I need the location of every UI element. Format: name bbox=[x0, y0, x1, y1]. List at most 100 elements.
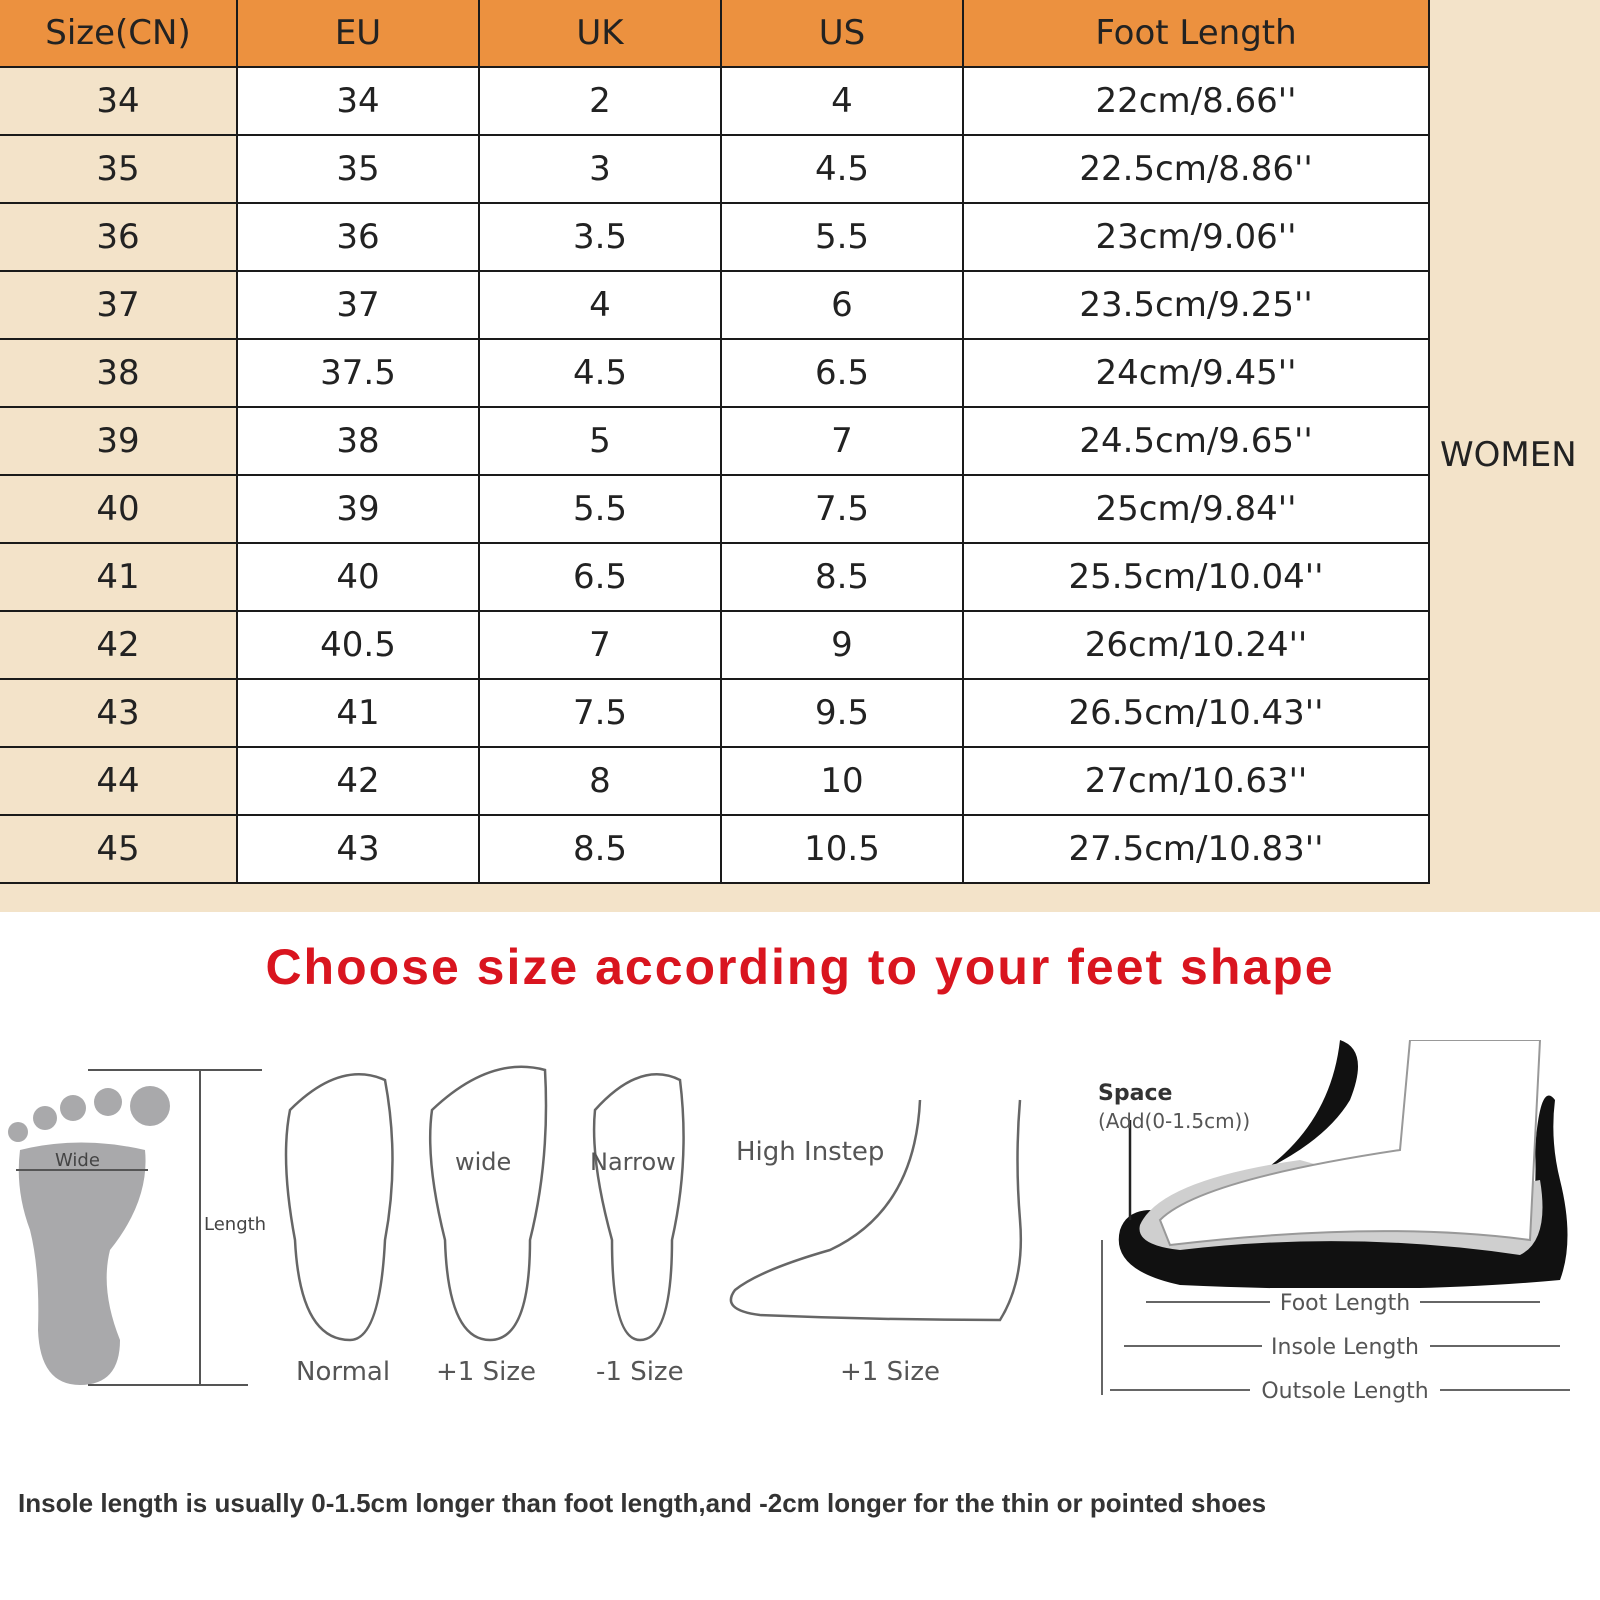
cell-size-cn: 41 bbox=[0, 542, 238, 612]
high-instep-foot-outline bbox=[729, 1099, 1023, 1322]
header-eu: EU bbox=[236, 0, 480, 68]
cell-uk: 7 bbox=[478, 610, 722, 680]
header-foot-length: Foot Length bbox=[962, 0, 1430, 68]
cell-eu: 42 bbox=[236, 746, 480, 816]
cell-foot-length: 27.5cm/10.83'' bbox=[962, 814, 1430, 884]
cell-size-cn: 39 bbox=[0, 406, 238, 476]
cell-us: 9 bbox=[720, 610, 964, 680]
cell-uk: 3.5 bbox=[478, 202, 722, 272]
header-size-cn: Size(CN) bbox=[0, 0, 238, 68]
insole-length-label: Insole Length bbox=[1271, 1335, 1419, 1360]
space-label: Space bbox=[1098, 1081, 1172, 1106]
table-row: 40 39 5.5 7.5 25cm/9.84'' bbox=[0, 474, 1430, 544]
cell-eu: 43 bbox=[236, 814, 480, 884]
cell-uk: 8.5 bbox=[478, 814, 722, 884]
length-label: Length bbox=[204, 1214, 266, 1235]
outsole-length-label: Outsole Length bbox=[1261, 1379, 1428, 1404]
cell-us: 10 bbox=[720, 746, 964, 816]
label-narrow: Narrow bbox=[590, 1148, 676, 1176]
table-row: 36 36 3.5 5.5 23cm/9.06'' bbox=[0, 202, 1430, 272]
table-row: 39 38 5 7 24.5cm/9.65'' bbox=[0, 406, 1430, 476]
size-chart: Size(CN) EU UK US Foot Length 34 34 2 4 22cm… bbox=[0, 0, 1600, 912]
cell-eu: 39 bbox=[236, 474, 480, 544]
insole-note: Insole length is usually 0-1.5cm longer … bbox=[18, 1488, 1267, 1518]
cell-uk: 4.5 bbox=[478, 338, 722, 408]
caption-normal: Normal bbox=[296, 1357, 390, 1387]
cell-foot-length: 27cm/10.63'' bbox=[962, 746, 1430, 816]
cell-foot-length: 25.5cm/10.04'' bbox=[962, 542, 1430, 612]
cell-uk: 5.5 bbox=[478, 474, 722, 544]
cell-foot-length: 23.5cm/9.25'' bbox=[962, 270, 1430, 340]
cell-eu: 37.5 bbox=[236, 338, 480, 408]
page-title: Choose size according to your feet shape bbox=[265, 939, 1335, 995]
cell-us: 4.5 bbox=[720, 134, 964, 204]
foot-shape-diagrams: Wide Length Normal wide +1 Size Narrow -… bbox=[8, 1040, 1570, 1404]
cell-size-cn: 36 bbox=[0, 202, 238, 272]
cell-us: 7 bbox=[720, 406, 964, 476]
cell-foot-length: 24cm/9.45'' bbox=[962, 338, 1430, 408]
shoe-diagram: Space (Add(0-1.5cm)) Foot Length Insole … bbox=[1098, 1040, 1570, 1404]
normal-foot-outline bbox=[284, 1073, 394, 1342]
table-header-row: Size(CN) EU UK US Foot Length bbox=[0, 0, 1430, 68]
cell-foot-length: 25cm/9.84'' bbox=[962, 474, 1430, 544]
footprint-diagram: Wide Length bbox=[8, 1069, 266, 1386]
cell-eu: 36 bbox=[236, 202, 480, 272]
header-us: US bbox=[720, 0, 964, 68]
cell-us: 6 bbox=[720, 270, 964, 340]
cell-size-cn: 34 bbox=[0, 66, 238, 136]
wide-label: Wide bbox=[55, 1150, 100, 1171]
space-note: (Add(0-1.5cm)) bbox=[1098, 1109, 1250, 1133]
cell-eu: 38 bbox=[236, 406, 480, 476]
women-label: WOMEN bbox=[1440, 435, 1577, 475]
cell-uk: 5 bbox=[478, 406, 722, 476]
table-row: 44 42 8 10 27cm/10.63'' bbox=[0, 746, 1430, 816]
cell-uk: 6.5 bbox=[478, 542, 722, 612]
table-row: 35 35 3 4.5 22.5cm/8.86'' bbox=[0, 134, 1430, 204]
table-row: 38 37.5 4.5 6.5 24cm/9.45'' bbox=[0, 338, 1430, 408]
table-row: 42 40.5 7 9 26cm/10.24'' bbox=[0, 610, 1430, 680]
narrow-foot-outline bbox=[592, 1073, 685, 1342]
label-wide: wide bbox=[455, 1148, 511, 1176]
caption-plus-1-size: +1 Size bbox=[436, 1357, 536, 1387]
cell-uk: 7.5 bbox=[478, 678, 722, 748]
cell-size-cn: 40 bbox=[0, 474, 238, 544]
size-table: Size(CN) EU UK US Foot Length 34 34 2 4 22cm… bbox=[0, 0, 1430, 884]
cell-us: 8.5 bbox=[720, 542, 964, 612]
cell-uk: 8 bbox=[478, 746, 722, 816]
cell-eu: 34 bbox=[236, 66, 480, 136]
cell-eu: 35 bbox=[236, 134, 480, 204]
table-row: 41 40 6.5 8.5 25.5cm/10.04'' bbox=[0, 542, 1430, 612]
cell-uk: 3 bbox=[478, 134, 722, 204]
cell-eu: 41 bbox=[236, 678, 480, 748]
cell-us: 6.5 bbox=[720, 338, 964, 408]
caption-minus-1-size: -1 Size bbox=[596, 1357, 684, 1387]
cell-us: 5.5 bbox=[720, 202, 964, 272]
foot-length-label: Foot Length bbox=[1280, 1291, 1410, 1316]
table-row: 43 41 7.5 9.5 26.5cm/10.43'' bbox=[0, 678, 1430, 748]
table-row: 37 37 4 6 23.5cm/9.25'' bbox=[0, 270, 1430, 340]
cell-size-cn: 35 bbox=[0, 134, 238, 204]
cell-size-cn: 37 bbox=[0, 270, 238, 340]
cell-uk: 4 bbox=[478, 270, 722, 340]
caption-high-instep-size: +1 Size bbox=[840, 1357, 940, 1387]
cell-size-cn: 38 bbox=[0, 338, 238, 408]
label-high-instep: High Instep bbox=[736, 1137, 884, 1167]
cell-size-cn: 42 bbox=[0, 610, 238, 680]
cell-eu: 40 bbox=[236, 542, 480, 612]
cell-foot-length: 26cm/10.24'' bbox=[962, 610, 1430, 680]
cell-size-cn: 45 bbox=[0, 814, 238, 884]
cell-size-cn: 44 bbox=[0, 746, 238, 816]
cell-us: 4 bbox=[720, 66, 964, 136]
cell-eu: 40.5 bbox=[236, 610, 480, 680]
cell-foot-length: 22cm/8.66'' bbox=[962, 66, 1430, 136]
cell-size-cn: 43 bbox=[0, 678, 238, 748]
cell-foot-length: 26.5cm/10.43'' bbox=[962, 678, 1430, 748]
cell-foot-length: 22.5cm/8.86'' bbox=[962, 134, 1430, 204]
cell-us: 7.5 bbox=[720, 474, 964, 544]
cell-us: 9.5 bbox=[720, 678, 964, 748]
table-row: 45 43 8.5 10.5 27.5cm/10.83'' bbox=[0, 814, 1430, 884]
table-row: 34 34 2 4 22cm/8.66'' bbox=[0, 66, 1430, 136]
wide-foot-outline bbox=[428, 1065, 548, 1342]
cell-uk: 2 bbox=[478, 66, 722, 136]
cell-us: 10.5 bbox=[720, 814, 964, 884]
